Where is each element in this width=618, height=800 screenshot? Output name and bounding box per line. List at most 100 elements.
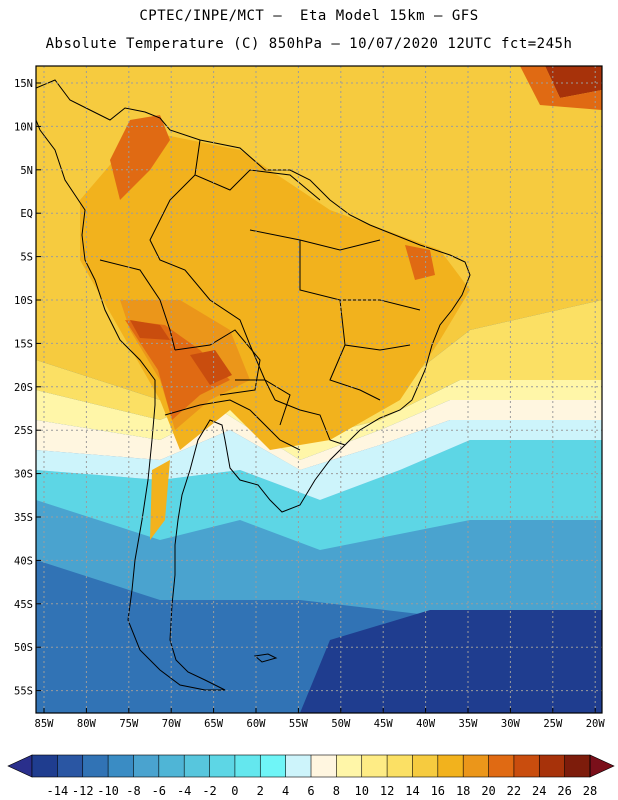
lat-label: 45S	[14, 599, 33, 611]
field-hot-andes	[125, 320, 230, 420]
colorbar-swatch	[184, 755, 210, 777]
lat-label: 55S	[14, 686, 33, 698]
field-orange-patagonia	[150, 460, 170, 540]
border-brazil-west	[149, 174, 276, 401]
lon-label: 80W	[77, 718, 97, 730]
colorbar-label: 20	[481, 784, 495, 798]
colorbar-swatch	[564, 755, 591, 777]
lon-label: 45W	[374, 718, 394, 730]
colorbar-under-arrow	[7, 754, 33, 778]
coastlines	[36, 79, 471, 691]
lat-label: 40S	[14, 555, 33, 567]
lat-label: 20S	[14, 382, 33, 394]
colorbar-swatch	[437, 755, 464, 777]
field-hot-colombia	[110, 115, 170, 200]
colorbar-swatch	[412, 755, 439, 777]
colorbar-swatch	[539, 755, 565, 777]
colorbar-swatch	[133, 755, 160, 777]
colorbar-label: 26	[557, 784, 571, 798]
colorbar-label: 28	[583, 784, 597, 798]
colorbar-swatch	[57, 755, 84, 777]
colorbar-label: 2	[257, 784, 264, 798]
border-brazil-north	[194, 139, 321, 201]
latitude-gridlines	[36, 82, 602, 692]
colorbar-label: 24	[532, 784, 546, 798]
border-brazil-states-3	[339, 299, 411, 351]
lon-label: 55W	[289, 718, 309, 730]
colorbar-swatch	[234, 755, 261, 777]
colorbar-label: 12	[380, 784, 394, 798]
colorbar-swatch	[82, 755, 109, 777]
field-hot-ne-brazil	[405, 245, 435, 280]
colorbar-label: -12	[72, 784, 94, 798]
field-hotter-bolivia	[190, 350, 232, 385]
border-argentina	[164, 399, 301, 451]
latitude-labels: 15N 10N 5N EQ 5S 10S 15S 20S 25S 30S 35S 40S 45S 50S 5…	[14, 78, 41, 698]
lon-label: 30W	[501, 718, 521, 730]
lat-label: 35S	[14, 512, 33, 524]
colorbar-label: 8	[333, 784, 340, 798]
lon-label: 70W	[162, 718, 182, 730]
field-hotter-peru	[130, 320, 170, 340]
border-paraguay	[235, 379, 291, 426]
coastline-south-america	[36, 79, 471, 691]
lat-label: 25S	[14, 425, 33, 437]
coastline-falklands	[253, 653, 278, 663]
colorbar-swatch	[463, 755, 489, 777]
colorbar-label: 0	[231, 784, 238, 798]
colorbar-label: 10	[355, 784, 369, 798]
colorbar-label: 4	[282, 784, 289, 798]
lat-label: 5S	[20, 252, 33, 264]
colorbar-swatch	[488, 755, 515, 777]
lon-label: 50W	[331, 718, 351, 730]
colorbar-swatch	[108, 755, 134, 777]
colorbar-label: -4	[177, 784, 191, 798]
map-frame	[35, 65, 603, 714]
colorbar-swatch	[387, 755, 413, 777]
colorbar-over-arrow	[589, 754, 615, 778]
colorbar-swatch	[513, 755, 540, 777]
colorbar-swatch	[311, 755, 337, 777]
lon-label: 85W	[35, 718, 55, 730]
colorbar-swatch	[285, 755, 312, 777]
lon-label: 25W	[543, 718, 563, 730]
colorbar-swatch	[336, 755, 363, 777]
border-brazil-states-1	[249, 229, 381, 251]
lat-label: 50S	[14, 642, 33, 654]
colorbar-label: 16	[431, 784, 445, 798]
lon-label: 20W	[586, 718, 606, 730]
colorbar-swatch	[32, 755, 58, 777]
field-hot-caribbean	[520, 66, 602, 110]
lat-label: 10S	[14, 295, 33, 307]
lon-label: 35W	[459, 718, 479, 730]
lon-label: 65W	[204, 718, 224, 730]
lon-label: 60W	[247, 718, 267, 730]
colorbar-label: 6	[307, 784, 314, 798]
colorbar-swatch	[260, 755, 286, 777]
colorbar-label: -6	[152, 784, 166, 798]
lat-label: EQ	[20, 208, 33, 220]
border-bolivia	[174, 329, 261, 396]
lat-label: 5N	[20, 165, 33, 177]
colorbar-label: 22	[507, 784, 521, 798]
border-brazil-states-4	[329, 344, 381, 401]
field-pale-yellow	[36, 380, 602, 460]
border-brazil-south	[274, 399, 346, 446]
colorbar-label: -2	[202, 784, 216, 798]
temperature-field	[36, 66, 602, 713]
colorbar-swatch	[158, 755, 185, 777]
lon-label: 75W	[119, 718, 139, 730]
graticule	[36, 66, 602, 713]
title-line-2: Absolute Temperature (C) 850hPa – 10/07/…	[45, 36, 573, 52]
colorbar-label: -8	[126, 784, 140, 798]
colorbar-label: -10	[97, 784, 119, 798]
colorbar-swatch	[361, 755, 388, 777]
title-line-1: CPTEC/INPE/MCT – Eta Model 15km – GFS	[139, 8, 479, 24]
field-hottest-caribbean	[545, 66, 602, 98]
colorbar-label: -14	[47, 784, 69, 798]
field-ice-band	[36, 420, 602, 500]
lat-label: 15S	[14, 338, 33, 350]
lat-label: 15N	[14, 78, 33, 90]
colorbar-swatch	[209, 755, 236, 777]
